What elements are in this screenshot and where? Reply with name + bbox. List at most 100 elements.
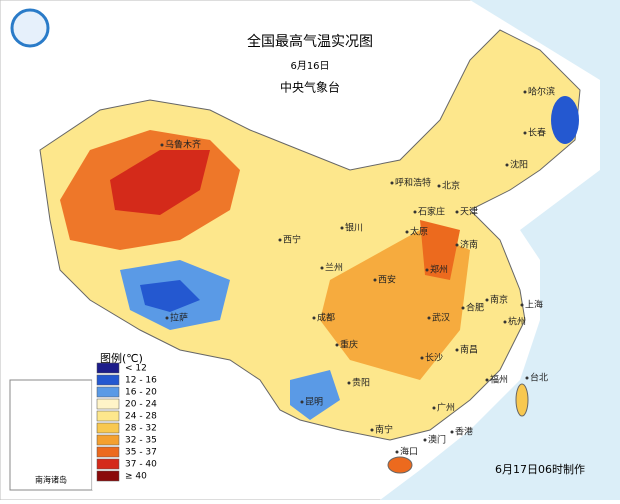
inset-box xyxy=(9,379,93,491)
city-label: 海口 xyxy=(400,446,418,458)
city-dot xyxy=(432,406,436,410)
city-label: 呼和浩特 xyxy=(395,177,431,189)
city-dot xyxy=(312,316,316,320)
legend-label: 12 - 16 xyxy=(125,376,157,386)
city-dot xyxy=(455,348,459,352)
city-label: 澳门 xyxy=(428,434,446,446)
city-dot xyxy=(525,376,529,380)
legend-label: 28 - 32 xyxy=(125,424,157,434)
city-dot xyxy=(413,210,417,214)
city-dot xyxy=(373,278,377,282)
city-dot xyxy=(370,428,374,432)
sea xyxy=(380,0,620,500)
city-dot xyxy=(427,316,431,320)
city-dot xyxy=(405,230,409,234)
city-label: 广州 xyxy=(437,402,455,414)
legend-title: 图例(℃) xyxy=(100,351,143,365)
legend-swatch xyxy=(96,446,120,458)
city-label: 长沙 xyxy=(425,352,443,364)
legend-swatch xyxy=(96,374,120,386)
legend-swatch xyxy=(96,434,120,446)
legend-label: 24 - 28 xyxy=(125,412,157,422)
city-label: 银川 xyxy=(345,222,363,234)
city-label: 济南 xyxy=(460,239,478,251)
city-dot xyxy=(347,381,351,385)
city-dot xyxy=(420,356,424,360)
city-dot xyxy=(523,131,527,135)
city-label: 郑州 xyxy=(430,264,448,276)
city-dot xyxy=(523,90,527,94)
city-dot xyxy=(505,163,509,167)
city-label: 重庆 xyxy=(340,339,358,351)
city-dot xyxy=(485,378,489,382)
legend-swatch xyxy=(96,470,120,482)
city-label: 南京 xyxy=(490,294,508,306)
city-dot xyxy=(165,316,169,320)
city-label: 兰州 xyxy=(325,262,343,274)
city-dot xyxy=(455,210,459,214)
legend-swatch xyxy=(96,398,120,410)
city-label: 西安 xyxy=(378,274,396,286)
legend-label: 16 - 20 xyxy=(125,388,157,398)
city-dot xyxy=(485,298,489,302)
cool-area xyxy=(551,96,579,144)
city-dot xyxy=(425,268,429,272)
city-label: 武汉 xyxy=(432,312,450,324)
heat-core xyxy=(110,150,210,215)
city-label: 乌鲁木齐 xyxy=(165,139,201,151)
title: 全国最高气温实况图 xyxy=(247,33,373,50)
city-dot xyxy=(300,400,304,404)
city-label: 石家庄 xyxy=(418,206,445,218)
legend-swatch xyxy=(96,386,120,398)
city-dot xyxy=(278,238,282,242)
city-label: 拉萨 xyxy=(170,312,188,324)
date: 6月16日 xyxy=(290,60,329,72)
city-label: 西宁 xyxy=(283,234,301,246)
legend-label: ≥ 40 xyxy=(125,472,147,482)
city-dot xyxy=(503,320,507,324)
city-dot xyxy=(320,266,324,270)
hainan xyxy=(387,456,413,474)
city-dot xyxy=(520,303,524,307)
cool-area xyxy=(290,370,340,420)
city-dot xyxy=(395,450,399,454)
source: 中央气象台 xyxy=(280,80,340,95)
city-dot xyxy=(450,430,454,434)
city-dot xyxy=(160,143,164,147)
city-dot xyxy=(390,181,394,185)
city-label: 成都 xyxy=(317,312,335,324)
legend-swatch xyxy=(96,362,120,374)
city-label: 长春 xyxy=(528,127,546,139)
city-dot xyxy=(437,184,441,188)
logo xyxy=(10,8,50,48)
city-label: 台北 xyxy=(530,372,548,384)
city-dot xyxy=(340,226,344,230)
legend-swatch xyxy=(96,458,120,470)
taiwan xyxy=(515,383,529,417)
city-label: 香港 xyxy=(455,426,473,438)
city-label: 天津 xyxy=(460,207,478,218)
city-label: 北京 xyxy=(442,180,460,192)
cool-core xyxy=(140,280,200,312)
city-label: 福州 xyxy=(490,374,508,386)
city-label: 沈阳 xyxy=(510,159,528,171)
city-label: 昆明 xyxy=(305,397,323,408)
city-label: 南昌 xyxy=(460,344,478,356)
legend-swatch xyxy=(96,410,120,422)
inset-label: 南海诸岛 xyxy=(35,475,67,485)
legend-label: < 12 xyxy=(125,364,147,374)
city-label: 上海 xyxy=(525,299,543,311)
legend-label: 32 - 35 xyxy=(125,436,157,446)
city-label: 贵阳 xyxy=(352,377,370,389)
city-dot xyxy=(461,306,465,310)
legend-label: 37 - 40 xyxy=(125,460,157,470)
city-label: 太原 xyxy=(410,226,428,238)
city-label: 杭州 xyxy=(508,316,526,328)
legend-label: 20 - 24 xyxy=(125,400,157,410)
city-dot xyxy=(423,438,427,442)
legend-swatch xyxy=(96,422,120,434)
warm-core xyxy=(420,220,460,280)
legend-label: 35 - 37 xyxy=(125,448,157,458)
city-dot xyxy=(335,343,339,347)
